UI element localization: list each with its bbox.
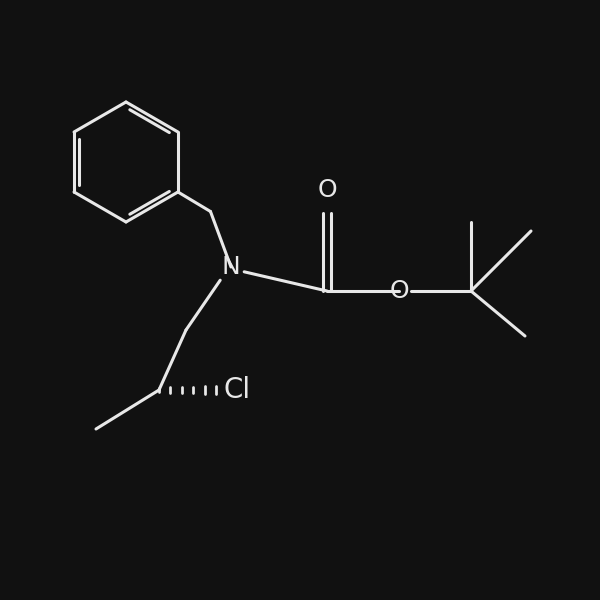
Text: O: O [389,279,409,303]
Text: O: O [317,178,337,202]
Text: N: N [221,255,241,279]
Text: Cl: Cl [223,376,250,404]
